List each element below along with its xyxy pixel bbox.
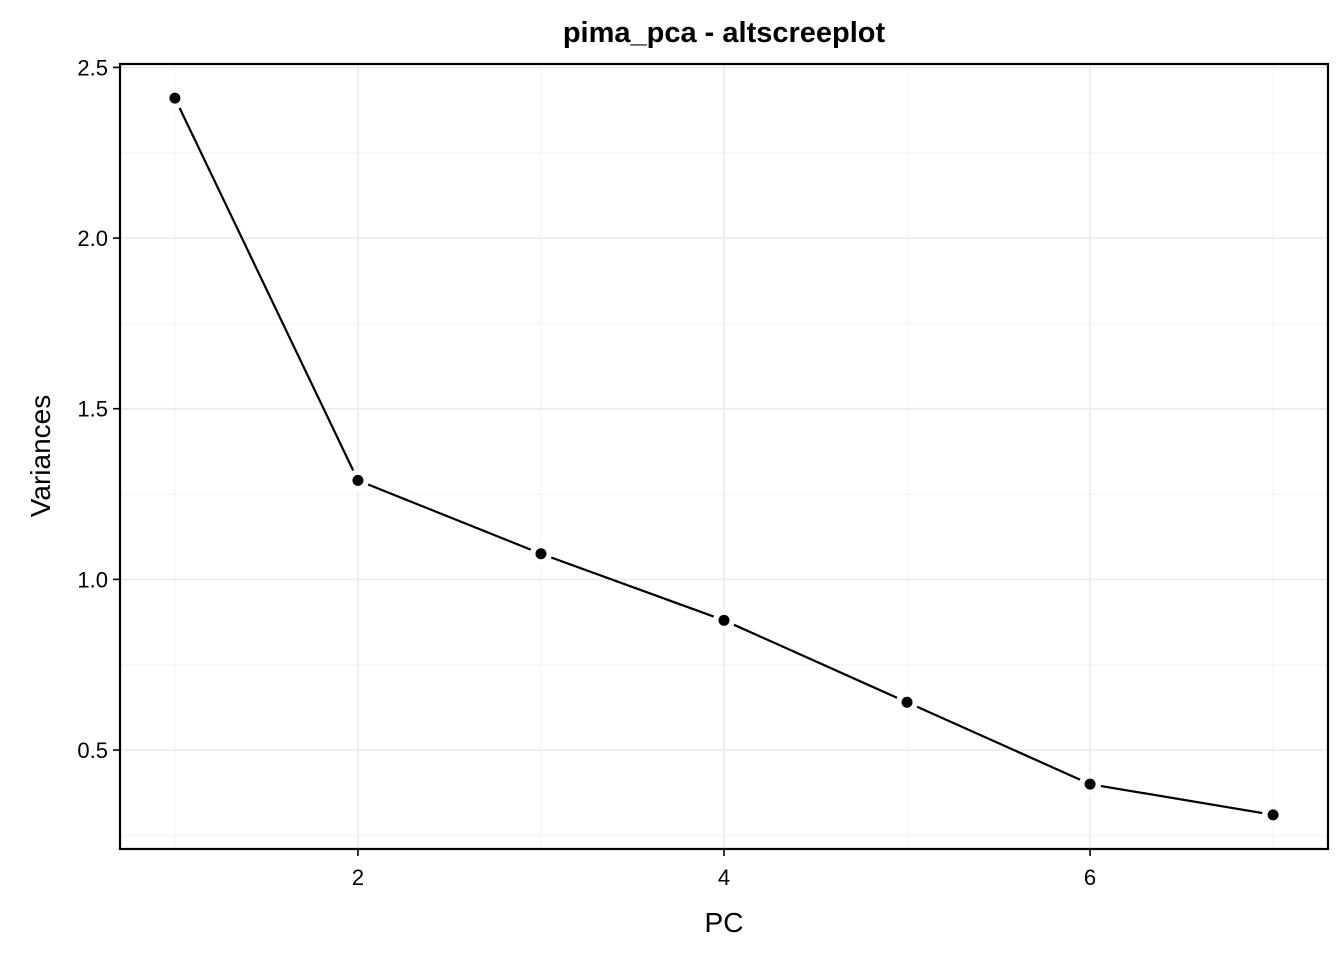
data-point [901,696,913,708]
x-tick-label: 6 [1084,865,1096,890]
chart-title: pima_pca - altscreeplot [563,17,886,49]
x-tick-label: 4 [718,865,730,890]
data-point [1084,778,1096,790]
y-tick-label: 2.5 [77,55,108,80]
y-tick-label: 2.0 [77,226,108,251]
data-point [169,92,181,104]
data-point [535,548,547,560]
y-tick-label: 1.5 [77,397,108,422]
axis-ticks: 2 4 6 0.5 1.0 1.5 2.0 2.5 [77,55,1096,890]
y-tick-label: 0.5 [77,738,108,763]
grid [120,64,1328,849]
data-point [1267,809,1279,821]
data-point [352,474,364,486]
y-tick-label: 1.0 [77,567,108,592]
series-points [163,87,1285,826]
x-tick-label: 2 [352,865,364,890]
y-axis-title: Variances [25,395,56,517]
x-axis-title: PC [705,907,744,938]
data-point [718,614,730,626]
